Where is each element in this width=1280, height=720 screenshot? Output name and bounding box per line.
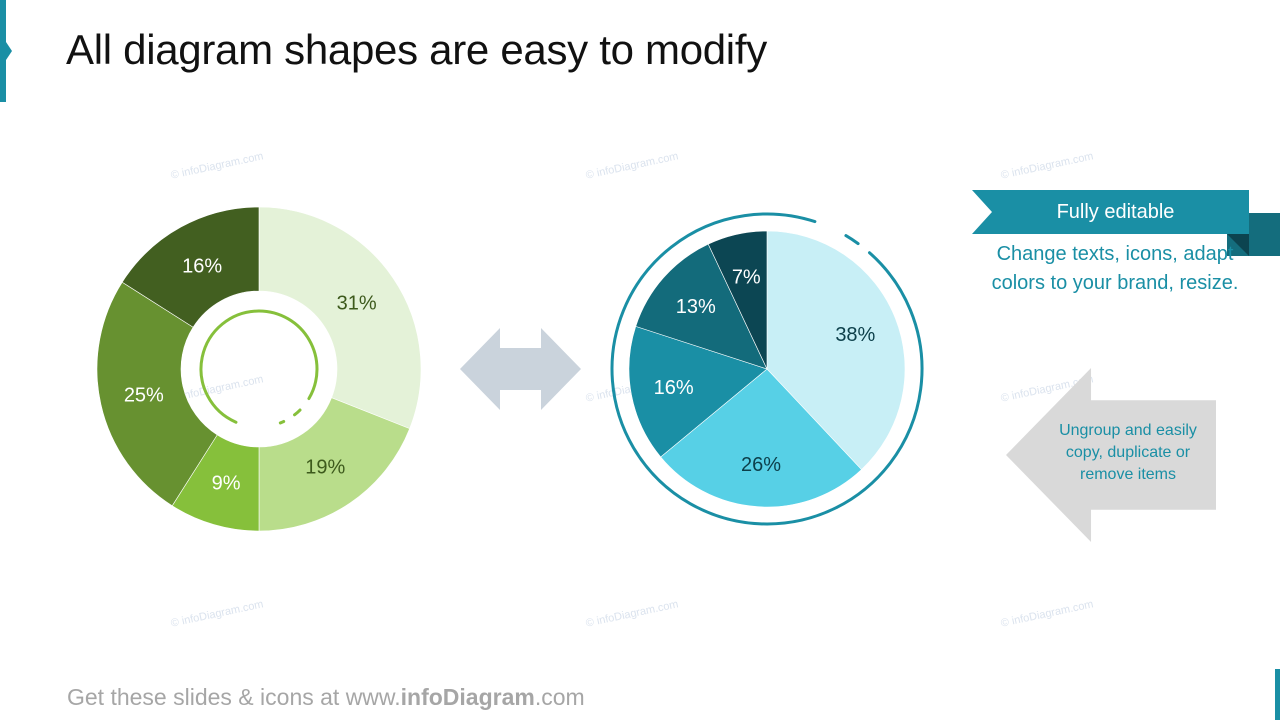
donut-chart: 31% 19% 9% 25% 16% — [96, 206, 422, 532]
segment-label: 38% — [835, 324, 875, 346]
slide-title: All diagram shapes are easy to modify — [66, 26, 767, 73]
segment-label: 7% — [732, 266, 761, 288]
chart-segment — [96, 281, 218, 507]
left-accent-notch — [6, 42, 12, 60]
footer-prefix: Get these slides & icons at www. — [67, 684, 401, 710]
segment-label: 19% — [305, 457, 345, 479]
donut-inner-ring — [199, 309, 319, 425]
fully-editable-ribbon: Fully editable — [972, 190, 1249, 234]
chart-segment — [258, 206, 422, 430]
chart-segment — [628, 325, 768, 458]
segment-label: 13% — [676, 296, 716, 318]
segment-label: 25% — [124, 385, 164, 407]
segment-label: 16% — [654, 377, 694, 399]
double-arrow-icon — [460, 328, 581, 410]
left-accent-bar — [0, 0, 6, 102]
chart-segment — [660, 368, 862, 508]
ribbon-label: Fully editable — [1056, 200, 1175, 223]
arrow-callout-text: Ungroup and easily copy, duplicate or re… — [1059, 422, 1197, 483]
ribbon-description: Change texts, icons, adapt colors to you… — [991, 243, 1239, 294]
chart-segment — [258, 397, 411, 532]
segment-label: 26% — [741, 454, 781, 476]
footer-text: Get these slides & icons at www.infoDiag… — [67, 684, 585, 711]
segment-label: 16% — [182, 256, 222, 278]
chart-segment — [707, 230, 768, 370]
pie-chart: 38% 26% 16% 13% 7% — [628, 230, 906, 508]
chart-segment — [766, 230, 906, 471]
ribbon-fold — [1227, 234, 1249, 256]
chart-segment — [635, 243, 768, 370]
chart-segment — [121, 206, 260, 328]
segment-label: 9% — [212, 472, 241, 494]
footer-brand: infoDiagram — [400, 684, 535, 710]
footer-suffix: .com — [534, 684, 585, 710]
segment-label: 31% — [337, 293, 377, 315]
pie-outer-ring — [610, 212, 924, 526]
right-accent-bar — [1275, 669, 1280, 720]
